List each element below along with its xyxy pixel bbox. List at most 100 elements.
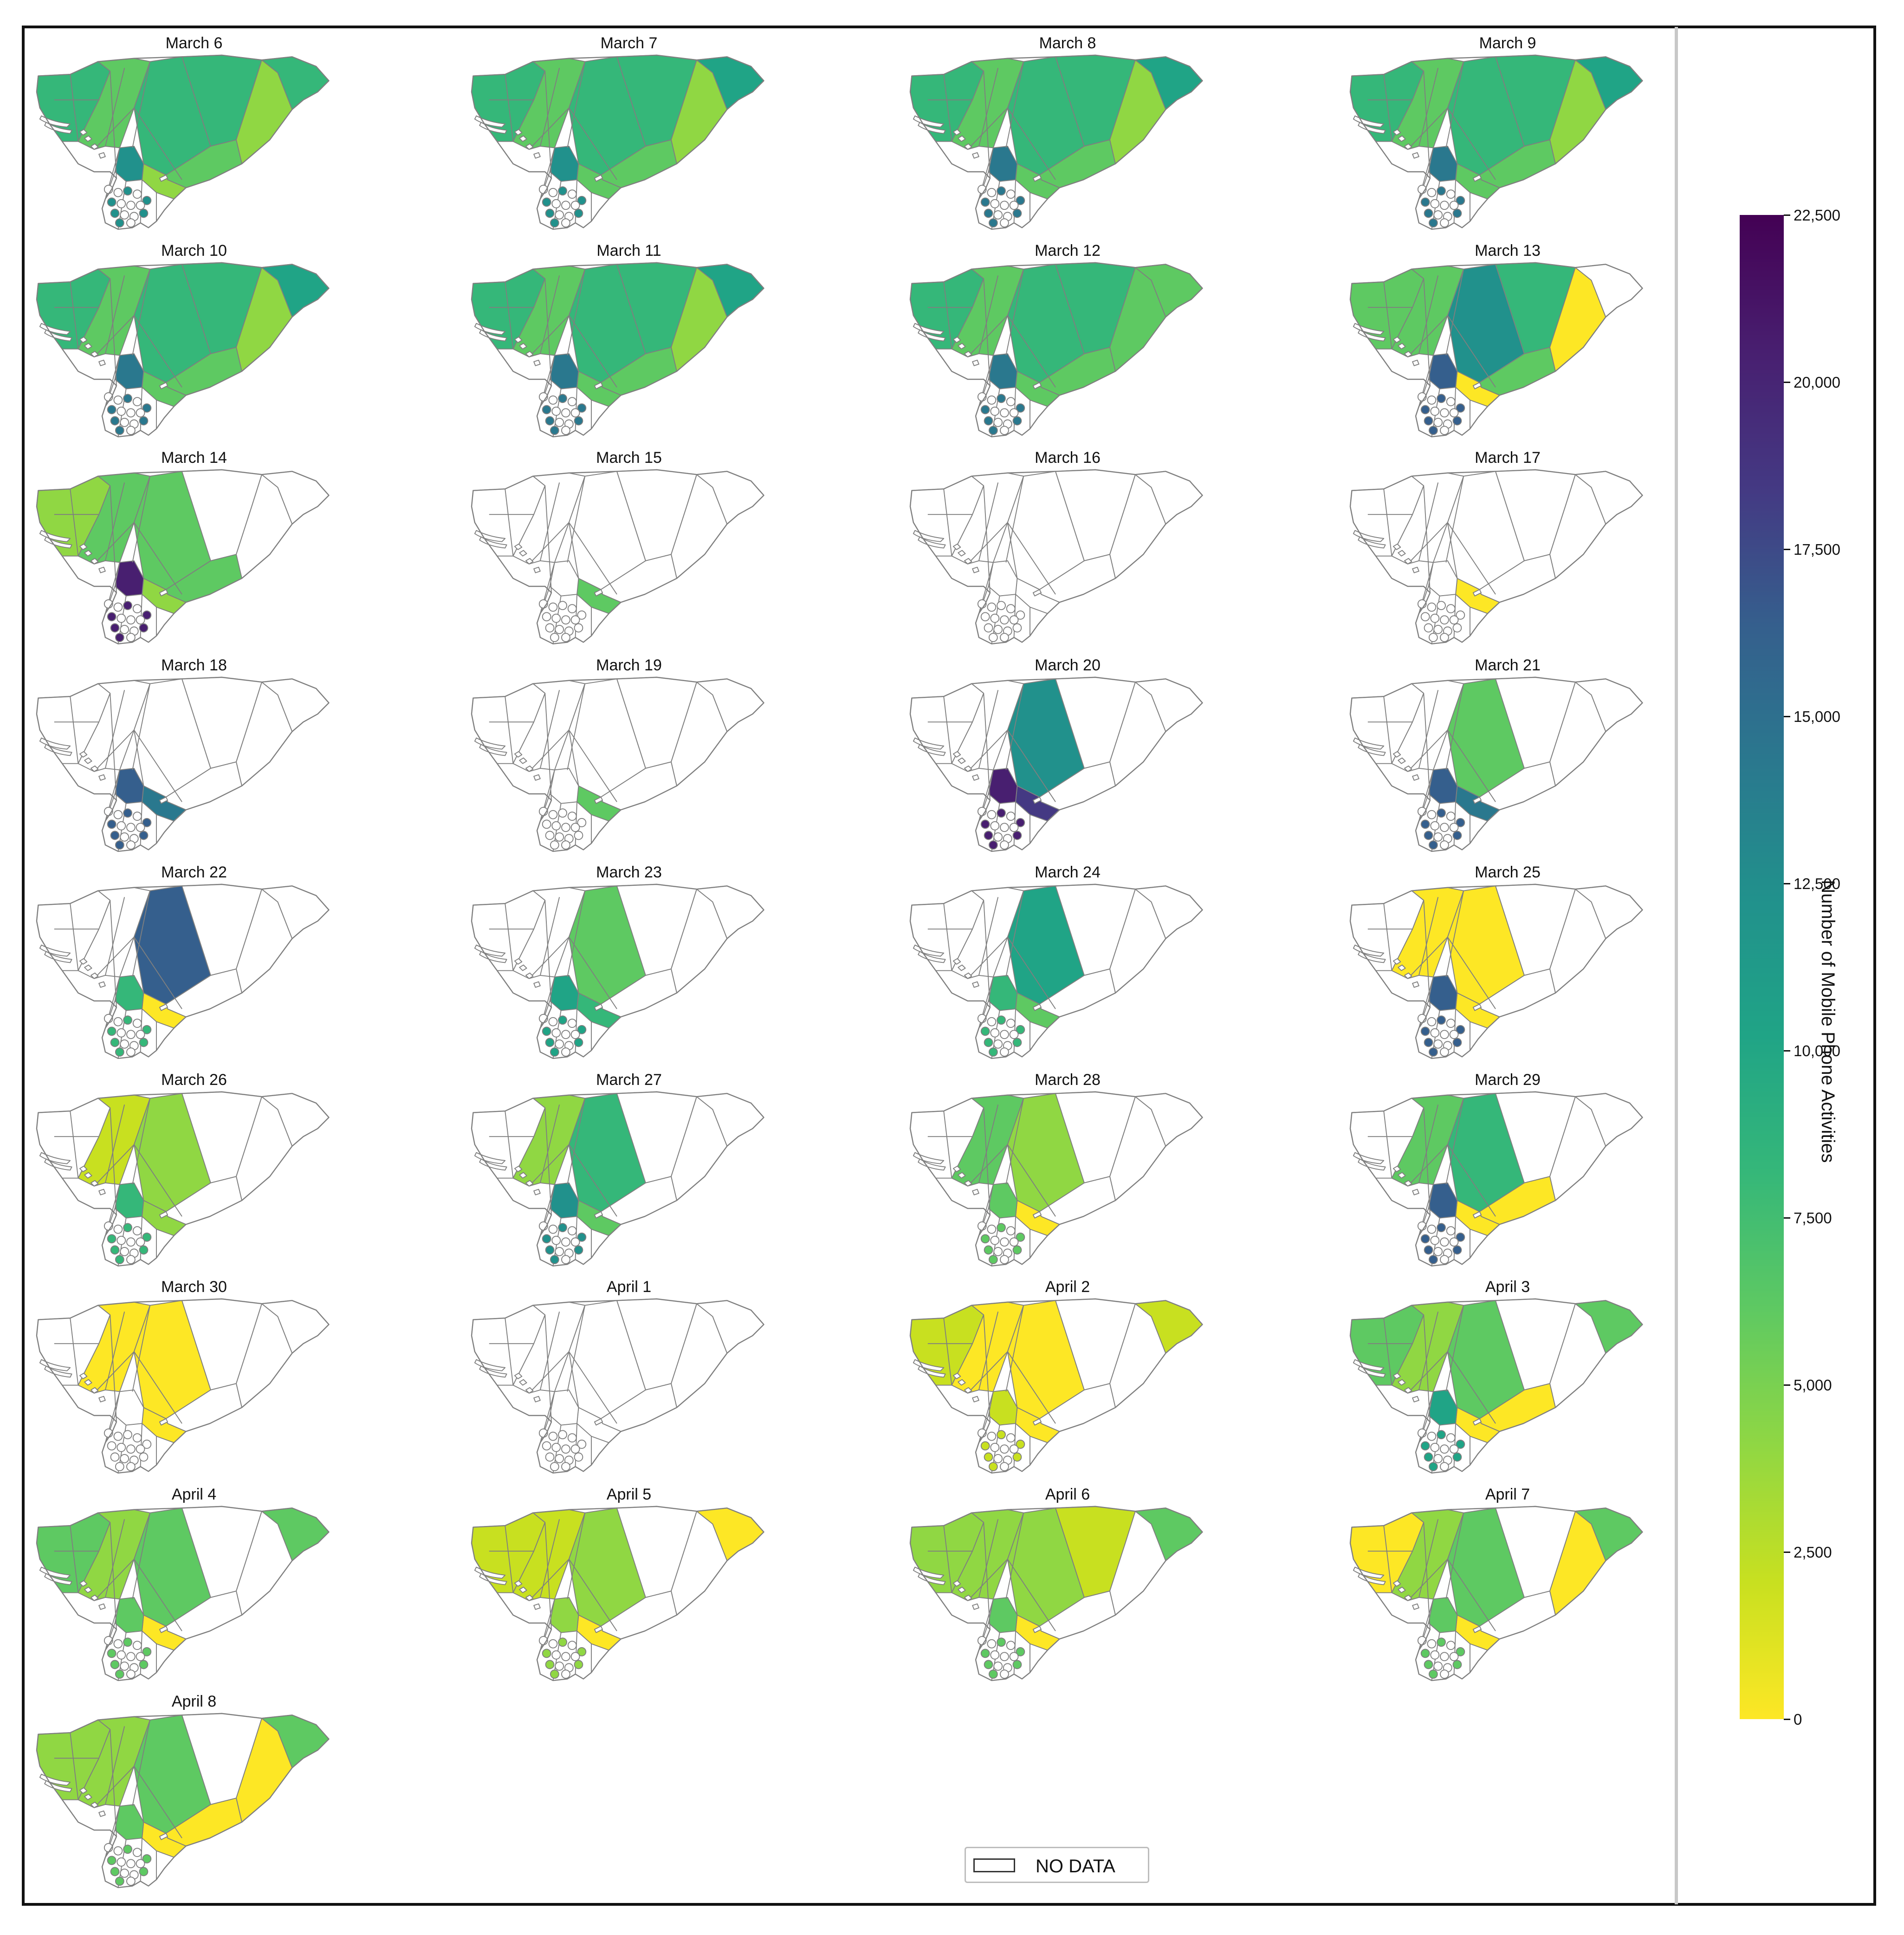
islet <box>1412 1603 1419 1610</box>
town-cell <box>988 218 998 227</box>
town-cell <box>1456 1440 1465 1449</box>
town-cell <box>550 1047 559 1057</box>
town-cell <box>984 1660 993 1669</box>
map-panel-title: March 21 <box>1475 656 1541 674</box>
town-cell <box>548 395 558 405</box>
colorbar-tick-label: 7,500 <box>1794 1209 1832 1227</box>
town-cell <box>1420 1026 1430 1036</box>
region-boundary <box>134 729 182 802</box>
map-panel: March 18 <box>18 646 370 852</box>
town-cell <box>115 425 124 435</box>
map-island <box>471 469 764 645</box>
region-boundary <box>70 1733 79 1800</box>
town-cell <box>993 1247 1003 1256</box>
islet <box>594 1418 603 1426</box>
map-panel: March 7 <box>453 24 805 230</box>
islet <box>972 981 979 988</box>
islet <box>1412 152 1419 159</box>
islet <box>1472 1211 1482 1219</box>
map-panel: March 9 <box>1331 24 1684 230</box>
islet <box>79 129 88 136</box>
town-cell <box>1440 1669 1449 1679</box>
town-cell <box>115 840 124 850</box>
town-cell <box>1452 831 1462 840</box>
town-cell <box>545 1038 555 1047</box>
town-cell <box>120 1454 130 1463</box>
town-cell <box>107 612 117 622</box>
region-boundary <box>134 1558 182 1631</box>
town-cell <box>1430 821 1440 831</box>
town-cell <box>1456 196 1465 205</box>
region-boundary <box>539 1104 560 1183</box>
islet <box>519 964 527 971</box>
town-cell <box>1428 1254 1438 1264</box>
town-cell <box>1446 1433 1456 1443</box>
islet <box>1472 589 1482 597</box>
map-region-corridor <box>1391 58 1464 150</box>
legend-no-data-swatch <box>973 1858 1015 1872</box>
town-cell <box>570 1237 580 1247</box>
islet <box>84 135 92 142</box>
town-cell <box>1427 810 1437 819</box>
region-boundary <box>1007 729 1056 802</box>
town-cell <box>126 408 136 417</box>
islet <box>1398 964 1406 971</box>
town-cell <box>1000 1444 1009 1454</box>
region-boundary <box>134 936 182 1009</box>
map-island <box>909 1091 1203 1266</box>
town-cell <box>980 1026 990 1036</box>
islet <box>98 1188 106 1195</box>
islet <box>1032 1211 1042 1219</box>
town-cell <box>542 1026 551 1036</box>
islet <box>1032 1418 1042 1426</box>
colorbar-tick <box>1784 1719 1790 1720</box>
town-cell <box>551 1028 561 1038</box>
town-cell <box>120 1039 130 1049</box>
region-boundary <box>132 268 151 356</box>
map-island <box>1349 1091 1643 1266</box>
town-cell <box>1449 1237 1459 1247</box>
region-boundary <box>1383 1525 1392 1593</box>
map-island <box>1349 262 1643 437</box>
island-coastline <box>36 1298 330 1474</box>
town-cell <box>1440 1030 1449 1039</box>
town-cell <box>980 819 990 829</box>
region-boundary <box>569 1558 617 1631</box>
islet <box>1472 1418 1482 1426</box>
region-boundary <box>94 107 135 150</box>
town-cell <box>988 1254 998 1264</box>
islet <box>159 1832 168 1840</box>
town-cell <box>1000 408 1009 417</box>
town-cell <box>570 615 580 625</box>
region-boundary <box>1407 729 1448 772</box>
region-boundary <box>1418 482 1439 561</box>
town-cell <box>142 1232 152 1242</box>
town-cell <box>574 623 583 633</box>
town-cell <box>132 1226 142 1235</box>
islet <box>1392 751 1401 758</box>
map-island <box>909 262 1203 437</box>
town-cell <box>567 1019 577 1028</box>
region-boundary <box>1007 1558 1056 1631</box>
colorbar-tick <box>1784 716 1790 717</box>
region-boundary <box>1447 1351 1496 1424</box>
town-cell <box>1440 822 1449 832</box>
region-boundary <box>1407 1558 1448 1601</box>
island-coastline <box>1349 1298 1643 1474</box>
map-panel-title: April 2 <box>1045 1278 1090 1296</box>
colorbar-tick-label: 22,500 <box>1794 207 1840 224</box>
town-cell <box>1433 1247 1443 1256</box>
town-cell <box>1437 601 1446 610</box>
town-cell <box>1424 831 1433 840</box>
town-cell <box>113 1224 123 1234</box>
town-cell <box>558 1015 567 1025</box>
town-cell <box>550 633 559 642</box>
region-boundary <box>104 897 125 976</box>
map-panel-title: April 7 <box>1485 1485 1530 1503</box>
islet <box>79 1580 88 1587</box>
map-panel-title: April 5 <box>606 1485 652 1503</box>
town-cell <box>993 1454 1003 1463</box>
region-boundary <box>539 68 560 147</box>
islet <box>98 566 106 573</box>
town-cell <box>1440 1462 1449 1471</box>
